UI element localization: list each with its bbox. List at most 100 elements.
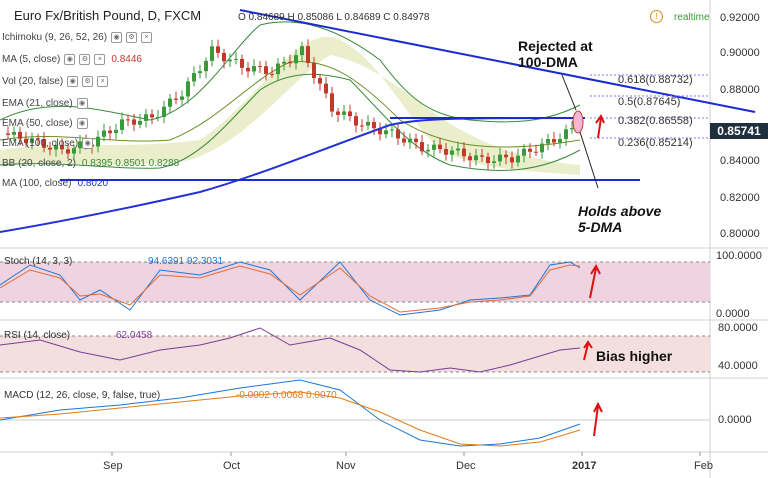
candle-body (336, 111, 340, 115)
candle-body (192, 73, 196, 82)
stoch-axis-top: 100.0000 (716, 250, 762, 262)
alert-icon[interactable]: ! (650, 10, 663, 23)
candle-body (144, 114, 148, 121)
candle-body (108, 130, 112, 134)
candle-body (318, 78, 322, 84)
candle-body (564, 129, 568, 139)
settings-icon: ⚙ (82, 75, 94, 87)
annotation-holds: Holds above 5-DMA (578, 203, 662, 235)
candle-body (132, 119, 136, 125)
price-tick: 0.82000 (720, 192, 760, 204)
candle-body (36, 138, 40, 140)
candle-body (432, 144, 436, 150)
candle-body (102, 130, 106, 137)
candle-body (264, 66, 268, 74)
candle-body (282, 61, 286, 64)
candle-body (174, 98, 178, 100)
candle-body (474, 155, 478, 161)
candle-body (234, 58, 238, 60)
macd-label[interactable]: MACD (12, 26, close, 9, false, true) (4, 390, 161, 401)
candle-body (390, 129, 394, 131)
ichimoku-cloud (0, 36, 580, 175)
price-tick: 0.88000 (720, 84, 760, 96)
candle-body (138, 120, 142, 125)
macd-line (0, 379, 581, 447)
settings-icon: ⚙ (126, 31, 138, 43)
rsi-value: 62.0458 (116, 330, 153, 341)
candle-body (402, 138, 406, 143)
candle-body (348, 111, 352, 117)
close-icon: × (141, 31, 153, 43)
candle-body (228, 59, 232, 62)
candle-body (528, 148, 532, 152)
eye-icon: ◉ (67, 75, 79, 87)
ma100-line (0, 117, 581, 233)
symbol-title: Euro Fx/British Pound, D, FXCM (14, 8, 202, 23)
annotation-bias: Bias higher (596, 348, 673, 364)
candle-body (558, 138, 562, 143)
candle-body (306, 46, 310, 63)
eye-icon: ◉ (64, 53, 76, 65)
legend-ema100[interactable]: EMA (100, close) ◉ (2, 136, 94, 150)
legend-ma100[interactable]: MA (100, close) 0.8020 (2, 177, 109, 189)
legend-ema21[interactable]: EMA (21, close) ◉ (2, 96, 88, 110)
candle-body (222, 52, 226, 62)
close-icon: × (94, 53, 106, 65)
candle-body (60, 145, 64, 150)
legend-ma5[interactable]: MA (5, close) ◉ ⚙ × 0.8446 (2, 53, 142, 65)
legend-vol[interactable]: Vol (20, false) ◉ ⚙ × (2, 74, 109, 88)
candle-body (216, 46, 220, 53)
candle-body (396, 129, 400, 139)
realtime-label[interactable]: realtime (674, 12, 710, 23)
candle-body (366, 121, 370, 126)
candle-body (372, 121, 376, 129)
candle-body (126, 119, 130, 121)
candle-body (312, 62, 316, 79)
candle-body (516, 155, 520, 163)
candle-body (150, 114, 154, 118)
candle-body (384, 130, 388, 135)
legend-ichimoku[interactable]: Ichimoku (9, 26, 52, 26) ◉ ⚙ × (2, 30, 153, 44)
trendline-upper (239, 9, 756, 113)
bollinger-upper (0, 21, 581, 123)
rsi-axis-bottom: 40.0000 (718, 360, 758, 372)
candle-body (198, 71, 202, 74)
eye-icon: ◉ (82, 137, 94, 149)
candle-body (48, 147, 52, 150)
candle-body (288, 61, 292, 64)
candle-body (78, 141, 82, 149)
time-tick: 2017 (572, 460, 597, 472)
stoch-axis-bottom: 0.0000 (716, 308, 750, 320)
candle-body (426, 149, 430, 152)
rsi-label[interactable]: RSI (14, close) (4, 330, 71, 341)
candle-body (186, 81, 190, 97)
candle-body (180, 96, 184, 100)
stoch-label[interactable]: Stoch (14, 3, 3) (4, 256, 73, 267)
candle-body (540, 143, 544, 153)
candle-body (210, 46, 214, 61)
ohlc-values: O 0.84689 H 0.85086 L 0.84689 C 0.84978 (238, 12, 430, 23)
stoch-k (0, 261, 581, 316)
candle-body (30, 138, 34, 144)
candle-body (324, 83, 328, 94)
time-tick: Feb (694, 460, 713, 472)
candle-body (276, 63, 280, 75)
candle-body (120, 119, 124, 130)
eye-icon: ◉ (111, 31, 123, 43)
legend-ema50[interactable]: EMA (50, close) ◉ (2, 116, 88, 130)
legend-bb[interactable]: BB (20, close, 2) 0.8395 0.8501 0.8288 (2, 157, 180, 169)
candle-body (486, 156, 490, 163)
candle-body (378, 128, 382, 135)
candle-body (342, 111, 346, 115)
candle-body (162, 106, 166, 117)
candle-body (420, 142, 424, 152)
candle-body (360, 125, 364, 127)
candle-body (114, 129, 118, 134)
macd-signal (0, 391, 581, 447)
candle-body (168, 98, 172, 107)
time-tick: Nov (336, 460, 356, 472)
price-tick: 0.84000 (720, 155, 760, 167)
candle-body (66, 149, 70, 154)
candle-body (552, 139, 556, 143)
candle-body (522, 148, 526, 156)
